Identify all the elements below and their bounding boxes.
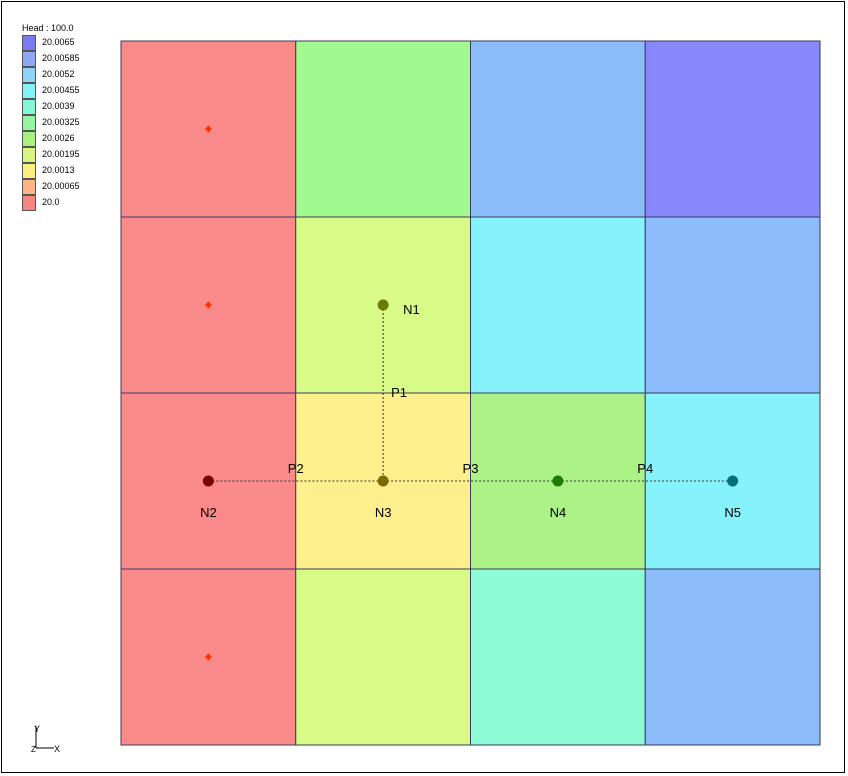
node-label: N1	[403, 302, 420, 317]
legend-swatch	[22, 51, 36, 67]
grid-cell[interactable]	[644, 216, 821, 394]
cell-marker	[204, 125, 212, 133]
legend-entry: 20.00195	[22, 147, 112, 163]
grid-cell[interactable]	[644, 40, 821, 218]
legend-label: 20.00585	[42, 53, 80, 63]
legend-label: 20.0052	[42, 69, 75, 79]
pipe-label: P4	[637, 461, 653, 476]
legend-label: 20.00325	[42, 117, 80, 127]
legend-label: 20.0013	[42, 165, 75, 175]
pipe-label: P1	[391, 385, 407, 400]
legend-label: 20.00455	[42, 85, 80, 95]
cell-marker	[204, 301, 212, 309]
axis-x-label: X	[54, 744, 60, 754]
legend-entry: 20.00585	[22, 51, 112, 67]
legend-entry: 20.0	[22, 195, 112, 211]
pipe-label: P3	[463, 461, 479, 476]
legend-label: 20.00195	[42, 149, 80, 159]
legend-swatch	[22, 35, 36, 51]
grid-cell[interactable]	[470, 568, 646, 746]
legend-swatch	[22, 67, 36, 83]
axis-triad: Y Z X	[31, 724, 60, 754]
grid-cell[interactable]	[470, 216, 646, 394]
node-label: N4	[550, 505, 567, 520]
legend-label: 20.00065	[42, 181, 80, 191]
legend-entry: 20.00325	[22, 115, 112, 131]
legend-label: 20.0026	[42, 133, 75, 143]
grid-cell[interactable]	[470, 40, 646, 218]
node-marker[interactable]	[377, 475, 389, 487]
legend-label: 20.0039	[42, 101, 75, 111]
legend-entry: 20.0026	[22, 131, 112, 147]
node-marker[interactable]	[727, 475, 739, 487]
node-label: N3	[375, 505, 392, 520]
axis-y-label: Y	[34, 724, 40, 734]
legend-swatch	[22, 99, 36, 115]
node-marker[interactable]	[377, 299, 389, 311]
node-marker[interactable]	[552, 475, 564, 487]
legend-entry: 20.0013	[22, 163, 112, 179]
legend-entry: 20.00065	[22, 179, 112, 195]
grid-cell[interactable]	[644, 568, 821, 746]
legend-swatch	[22, 179, 36, 195]
legend-swatch	[22, 115, 36, 131]
legend-entry: 20.0052	[22, 67, 112, 83]
axis-z-label: Z	[31, 745, 36, 754]
legend-entry: 20.0065	[22, 35, 112, 51]
legend-label: 20.0065	[42, 37, 75, 47]
grid-cell[interactable]	[295, 568, 471, 746]
legend-title: Head : 100.0	[22, 23, 74, 33]
legend-label: 20.0	[42, 197, 60, 207]
legend-entry: 20.00455	[22, 83, 112, 99]
cell-marker	[204, 653, 212, 661]
legend-swatch	[22, 195, 36, 211]
legend-swatch	[22, 131, 36, 147]
legend-swatch	[22, 83, 36, 99]
legend-swatch	[22, 163, 36, 179]
legend-entry: 20.0039	[22, 99, 112, 115]
node-label: N5	[724, 505, 741, 520]
node-marker[interactable]	[202, 475, 214, 487]
legend-swatch	[22, 147, 36, 163]
pipe-label: P2	[288, 461, 304, 476]
node-label: N2	[200, 505, 217, 520]
grid-cell[interactable]	[295, 40, 471, 218]
grid-cells	[120, 40, 821, 746]
